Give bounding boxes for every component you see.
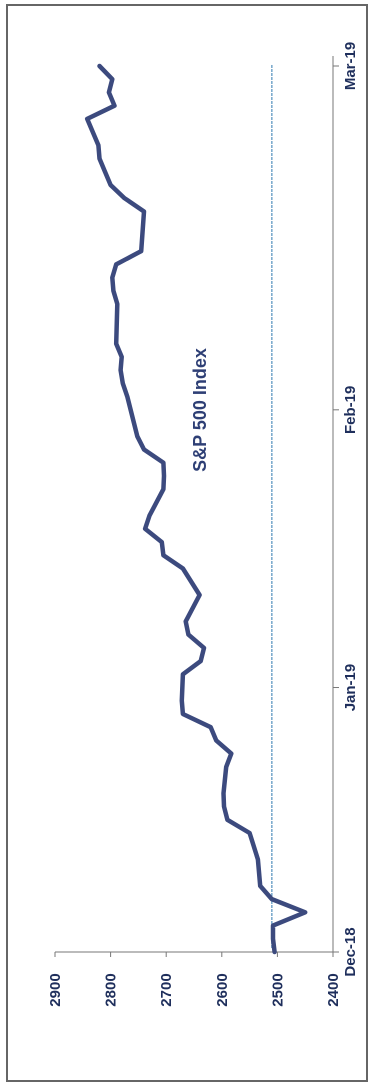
chart-frame: 2400 2500 2600 2700 2800 2900 Dec-18 Jan-19 Feb-… [6, 4, 368, 1082]
value-tick-label: 2900 [47, 973, 64, 1006]
value-tick-label: 2400 [325, 973, 342, 1006]
axes [54, 56, 339, 957]
series-line [84, 63, 308, 955]
chart-title: S&P 500 Index [190, 348, 210, 472]
value-tick-label: 2700 [158, 973, 175, 1006]
date-tick-label: Dec-18 [342, 927, 359, 976]
date-tick-label: Feb-19 [342, 386, 359, 434]
chart-svg: 2400 2500 2600 2700 2800 2900 Dec-18 Jan-19 Feb-… [47, 42, 359, 1007]
value-tick-label: 2500 [269, 973, 286, 1006]
value-tick-label: 2800 [103, 973, 120, 1006]
value-tick-label: 2600 [214, 973, 231, 1006]
tick-labels: 2400 2500 2600 2700 2800 2900 Dec-18 Jan-19 Feb-… [47, 42, 359, 1007]
series-marks [84, 63, 308, 955]
date-tick-label: Mar-19 [342, 42, 359, 90]
date-tick-label: Jan-19 [342, 664, 359, 712]
